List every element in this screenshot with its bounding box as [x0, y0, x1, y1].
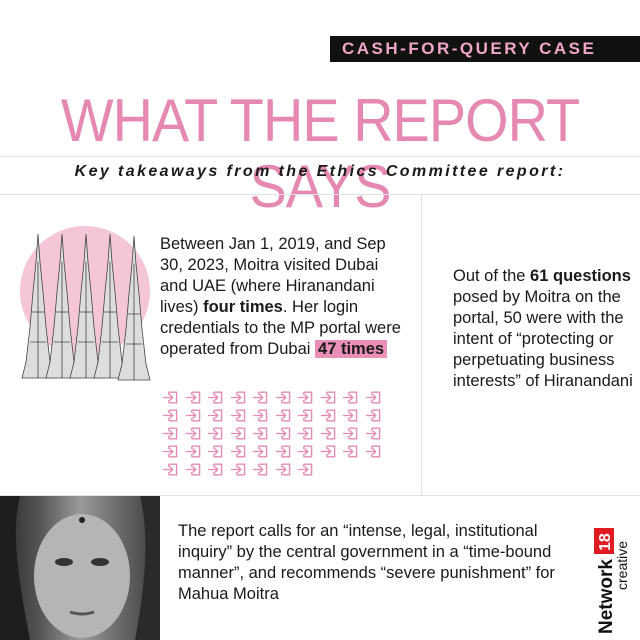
login-icon	[365, 391, 380, 404]
login-icon	[162, 445, 178, 458]
login-icon	[365, 409, 380, 422]
login-icon	[297, 445, 313, 458]
svg-text:creative: creative	[614, 541, 630, 590]
login-icon	[275, 391, 290, 404]
login-icon	[230, 427, 245, 440]
login-icon	[320, 445, 335, 458]
login-icon	[275, 427, 290, 440]
divider	[0, 156, 640, 157]
login-icon	[320, 391, 335, 404]
dubai-visits-text: Between Jan 1, 2019, and Sep 30, 2023, M…	[160, 234, 410, 360]
login-icon	[185, 427, 200, 440]
login-icon	[342, 445, 358, 458]
svg-text:Network: Network	[596, 559, 617, 634]
divider	[0, 194, 640, 195]
login-icon	[252, 409, 268, 422]
login-icon	[252, 445, 268, 458]
login-icon	[297, 427, 313, 440]
login-icon	[230, 409, 245, 422]
login-icon	[162, 463, 178, 476]
login-icon	[342, 391, 358, 404]
login-icon	[275, 445, 290, 458]
login-icon	[162, 409, 178, 422]
login-icon	[207, 463, 223, 476]
login-icon	[320, 427, 335, 440]
login-icon	[297, 463, 313, 476]
login-icon	[252, 463, 268, 476]
login-icon	[230, 463, 245, 476]
login-icon	[252, 427, 268, 440]
four-times-bold: four times	[203, 298, 283, 316]
text: . Her login credentials to the MP portal…	[160, 298, 401, 358]
network18-creative-logo: Network 18 creative	[594, 528, 630, 634]
section-banner: CASH-FOR-QUERY CASE	[330, 36, 640, 62]
login-icon	[207, 391, 223, 404]
login-icon	[252, 391, 268, 404]
mahua-moitra-photo	[0, 496, 160, 640]
login-icon	[275, 463, 290, 476]
login-icon	[207, 445, 223, 458]
login-icon	[207, 409, 223, 422]
login-icon	[185, 445, 200, 458]
login-icon	[342, 409, 358, 422]
text: Between Jan 1, 2019, and Sep 30, 2023, M…	[160, 235, 386, 316]
login-icon	[185, 463, 200, 476]
divider	[421, 194, 422, 496]
login-icon	[297, 391, 313, 404]
text: Out of the	[453, 267, 531, 285]
questions-text: Out of the 61 questions posed by Moitra …	[453, 266, 633, 392]
svg-text:18: 18	[597, 533, 614, 551]
login-icon	[275, 409, 290, 422]
divider	[0, 495, 640, 496]
login-icon	[207, 427, 223, 440]
login-icon	[230, 445, 245, 458]
login-icon	[320, 409, 335, 422]
login-icon	[297, 409, 313, 422]
login-icon	[162, 391, 178, 404]
login-icon	[342, 427, 358, 440]
login-icon	[230, 391, 245, 404]
login-icon	[162, 427, 178, 440]
subtitle: Key takeaways from the Ethics Committee …	[74, 163, 566, 180]
report-recommendation-text: The report calls for an “intense, legal,…	[178, 522, 555, 603]
highlight-47-times: 47 times	[315, 340, 388, 358]
page-title: WHAT THE REPORT SAYS	[60, 87, 580, 220]
login-icon	[365, 445, 380, 458]
burj-khalifa-towers-illustration	[21, 233, 151, 381]
login-icon	[185, 391, 200, 404]
login-icon	[185, 409, 200, 422]
61-questions-bold: 61 questions	[530, 267, 631, 285]
login-icons-grid	[162, 391, 387, 476]
text: posed by Moitra on the portal, 50 were w…	[453, 288, 633, 390]
login-icon	[365, 427, 380, 440]
